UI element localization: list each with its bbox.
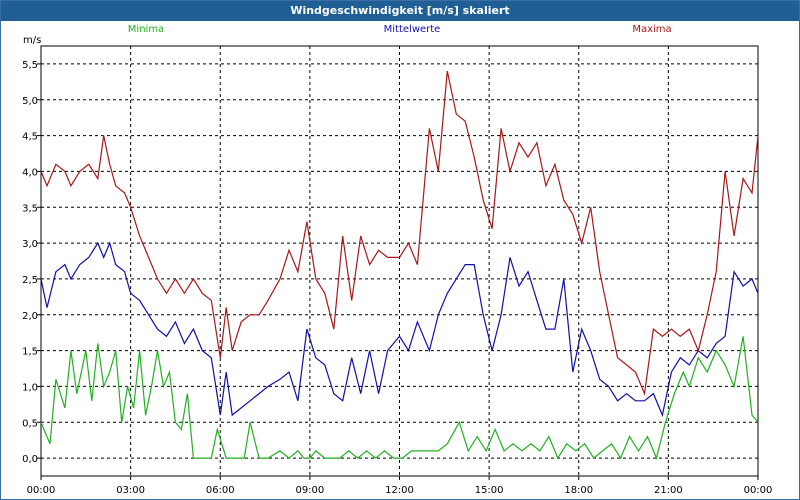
y-tick-label: 4,5: [22, 132, 38, 143]
y-tick-label: 3,0: [22, 239, 38, 250]
y-tick-label: 2,0: [22, 311, 38, 322]
x-tick-time-label: 21:00: [654, 485, 683, 496]
x-tick-time-label: 06:00: [206, 485, 235, 496]
y-tick-label: 1,0: [22, 382, 38, 393]
y-tick-label: 0,5: [22, 418, 38, 429]
y-axis-label: m/s: [23, 35, 41, 46]
x-tick-time-label: 12:00: [385, 485, 414, 496]
window-title: Windgeschwindigkeit [m/s] skaliert: [1, 1, 799, 21]
x-tick-time-label: 00:00: [27, 485, 56, 496]
wind-speed-chart: 0,0 0,5 1,0 1,5 2,0 2,5 3,0 3,5 4,0 4,5 5,0 5,5 m/s 0…: [22, 24, 773, 496]
x-tick-time-label: 18:00: [564, 485, 593, 496]
x-tick-time-label: 09:00: [295, 485, 324, 496]
y-tick-label: 1,5: [22, 347, 38, 358]
x-tick-time-label: 00:00: [744, 485, 773, 496]
y-tick-label: 5,5: [22, 60, 38, 71]
y-tick-label: 2,5: [22, 275, 38, 286]
y-tick-label: 3,5: [22, 203, 38, 214]
legend-entry-minima: Minima: [128, 24, 164, 35]
series-line-maxima: [40, 70, 759, 396]
legend-entry-mittelwerte: Mittelwerte: [384, 24, 441, 35]
series-line-minima: [40, 336, 759, 461]
series-line-mittelwerte: [40, 241, 759, 418]
legend-entry-maxima: Maxima: [632, 24, 671, 35]
y-tick-label: 5,0: [22, 96, 38, 107]
y-tick-label: 4,0: [22, 167, 38, 178]
x-tick-time-label: 03:00: [116, 485, 145, 496]
y-tick-label: 0,0: [22, 454, 38, 465]
plot-area: [40, 45, 759, 477]
x-tick-time-label: 15:00: [475, 485, 504, 496]
